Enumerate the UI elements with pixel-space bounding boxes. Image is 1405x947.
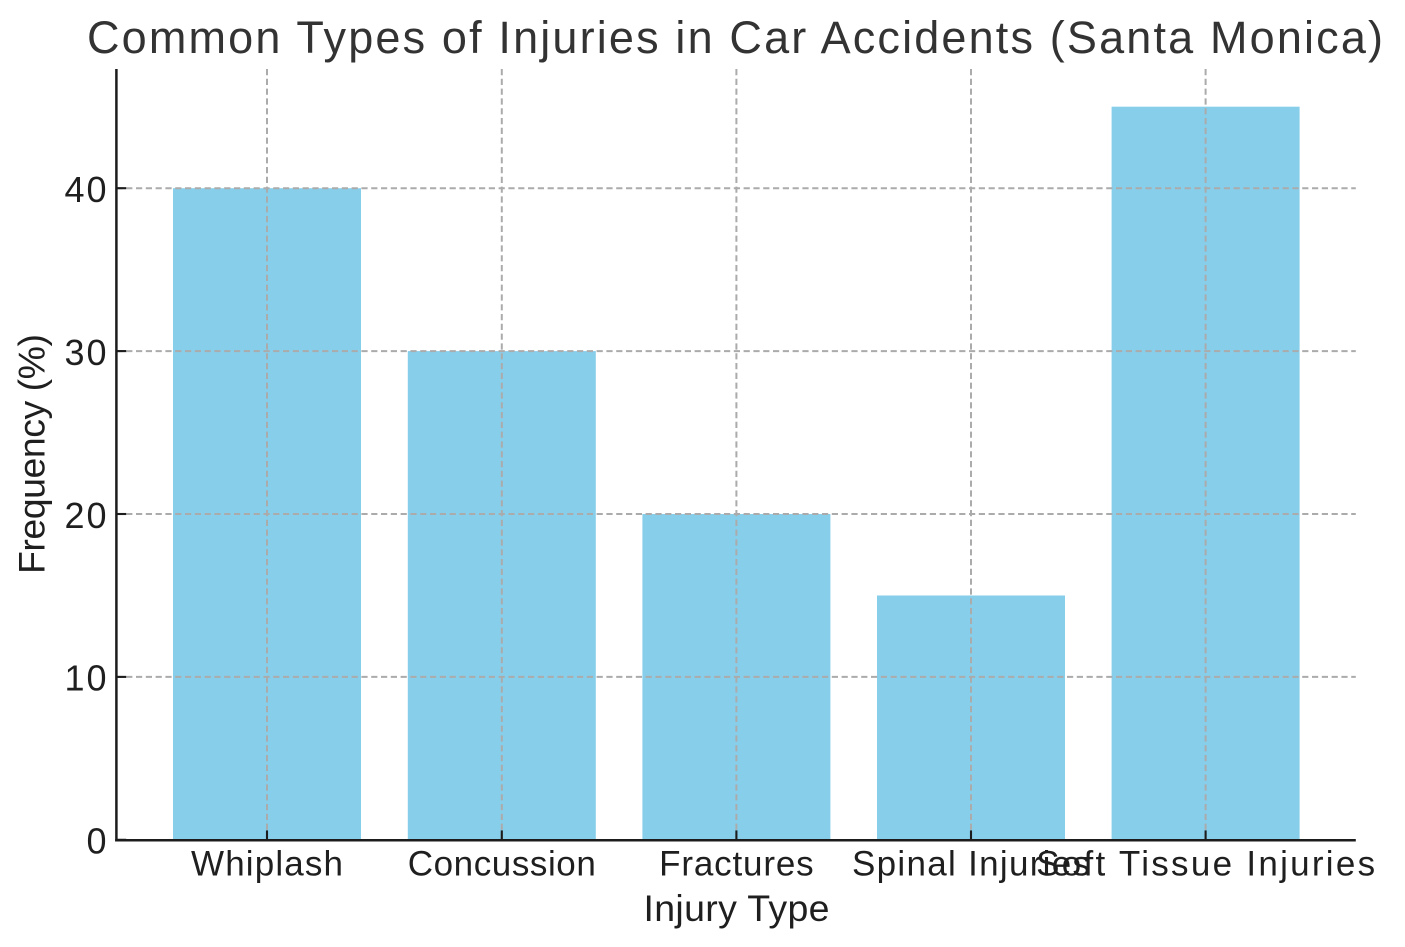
svg-text:Frequency (%): Frequency (%) <box>11 334 53 574</box>
svg-text:30: 30 <box>65 332 107 373</box>
svg-text:10: 10 <box>65 658 107 699</box>
svg-text:Concussion: Concussion <box>408 845 596 884</box>
svg-text:Whiplash: Whiplash <box>191 845 343 884</box>
svg-text:20: 20 <box>65 495 107 536</box>
svg-text:Injury Type: Injury Type <box>644 887 830 929</box>
svg-text:Spinal Injuries: Spinal Injuries <box>852 845 1090 884</box>
svg-text:0: 0 <box>86 821 106 862</box>
svg-text:40: 40 <box>65 169 107 210</box>
svg-text:Soft Tissue Injuries: Soft Tissue Injuries <box>1036 845 1375 884</box>
svg-text:Fractures: Fractures <box>659 845 814 884</box>
